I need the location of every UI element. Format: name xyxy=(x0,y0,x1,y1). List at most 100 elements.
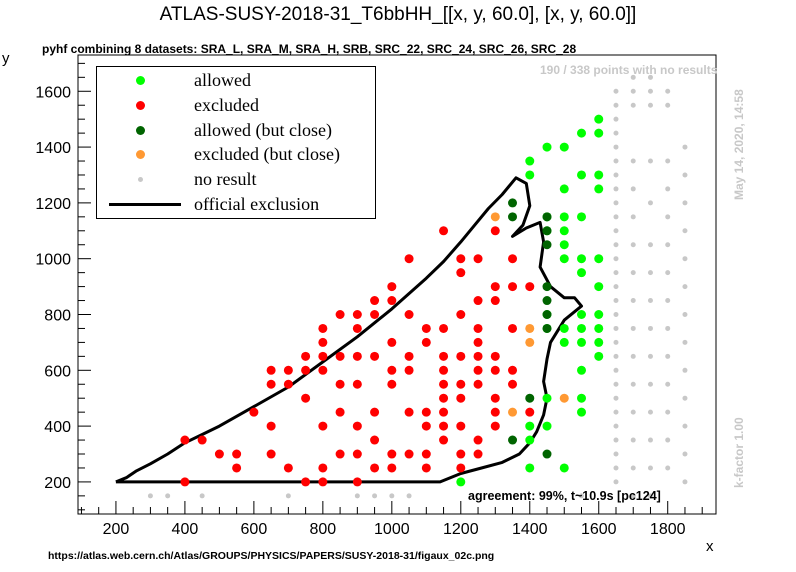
no-result-point xyxy=(372,493,378,499)
allowed-close-point xyxy=(542,449,552,459)
excluded-point xyxy=(421,337,431,347)
excluded-point xyxy=(352,351,362,361)
no-result-point xyxy=(682,367,688,373)
y-tick-label: 1200 xyxy=(35,196,71,213)
excluded-point xyxy=(214,449,224,459)
excluded-point xyxy=(473,365,483,375)
excluded-point xyxy=(232,463,242,473)
no-result-point xyxy=(613,116,619,122)
excluded-point xyxy=(439,407,449,417)
excluded-point xyxy=(301,351,311,361)
excluded-point xyxy=(456,309,466,319)
legend-item-excluded: excluded xyxy=(97,93,375,118)
no-result-point xyxy=(665,102,671,108)
excluded-point xyxy=(249,407,259,417)
excluded-point xyxy=(421,323,431,333)
excluded-point xyxy=(456,254,466,264)
allowed-point xyxy=(594,114,604,124)
allowed-point xyxy=(577,393,587,403)
excluded-point xyxy=(456,351,466,361)
official-exclusion-layer xyxy=(115,176,583,484)
excluded-point xyxy=(335,351,345,361)
excluded-close-point xyxy=(525,337,535,347)
allowed-point xyxy=(594,184,604,194)
no-result-point xyxy=(354,493,360,499)
no-result-point xyxy=(630,186,636,192)
allowed-point xyxy=(577,128,587,138)
excluded-point xyxy=(352,449,362,459)
excluded-point xyxy=(439,421,449,431)
allowed-point xyxy=(559,184,569,194)
excluded-point xyxy=(370,351,380,361)
no-result-point xyxy=(682,256,688,262)
excluded-point xyxy=(490,351,500,361)
no-result-point xyxy=(630,325,636,331)
excluded-point xyxy=(335,407,345,417)
allowed-point xyxy=(525,170,535,180)
no-result-count: 190 / 338 points with no results xyxy=(540,63,718,77)
no-result-point xyxy=(613,339,619,345)
official-exclusion-curve xyxy=(115,176,583,484)
no-result-point xyxy=(613,353,619,359)
no-result-point xyxy=(613,88,619,94)
no-result-point xyxy=(647,158,653,164)
allowed-point xyxy=(525,463,535,473)
excluded-point xyxy=(180,435,190,445)
excluded-point xyxy=(387,449,397,459)
excluded-point xyxy=(301,365,311,375)
no-result-point xyxy=(613,228,619,234)
x-tick-label: 1800 xyxy=(650,521,686,538)
allowed-point xyxy=(525,421,535,431)
no-result-point xyxy=(613,284,619,290)
allowed-point xyxy=(542,421,552,431)
excluded-point xyxy=(473,351,483,361)
no-result-point xyxy=(682,479,688,485)
allowed-point xyxy=(577,323,587,333)
allowed-point xyxy=(559,323,569,333)
no-result-point xyxy=(613,102,619,108)
allowed-point xyxy=(542,393,552,403)
allowed-close-point xyxy=(542,240,552,250)
no-result-point xyxy=(682,144,688,150)
excluded-point xyxy=(387,296,397,306)
no-result-point xyxy=(613,172,619,178)
no-result-point xyxy=(630,298,636,304)
allowed-point xyxy=(559,212,569,222)
excluded-point xyxy=(508,282,518,292)
no-result-point xyxy=(613,242,619,248)
allowed-point xyxy=(594,323,604,333)
no-result-point xyxy=(665,186,671,192)
plot-axes: 200 400 600 800 1000 1200 1400 1600 1800 200 400 60… xyxy=(35,54,717,538)
no-result-point xyxy=(613,144,619,150)
excluded-marker xyxy=(136,101,145,110)
excluded-point xyxy=(301,393,311,403)
legend-item-excluded-close: excluded (but close) xyxy=(97,142,375,167)
excluded-point xyxy=(439,365,449,375)
allowed-point xyxy=(594,309,604,319)
allowed-point xyxy=(577,212,587,222)
allowed-point xyxy=(542,142,552,152)
no-result-point xyxy=(613,395,619,401)
x-tick-label: 1400 xyxy=(512,521,548,538)
no-result-point xyxy=(682,423,688,429)
no-result-point xyxy=(647,381,653,387)
excluded-point xyxy=(370,407,380,417)
legend-item-official-exclusion: official exclusion xyxy=(97,192,375,217)
x-tick-label: 1200 xyxy=(443,521,479,538)
allowed-marker xyxy=(136,76,145,85)
excluded-point xyxy=(473,435,483,445)
date-stamp: May 14, 2020, 14:58 xyxy=(732,89,746,200)
no-result-point xyxy=(165,493,171,499)
allowed-point xyxy=(577,309,587,319)
y-tick-label: 400 xyxy=(44,419,71,436)
allowed-point xyxy=(577,170,587,180)
no-result-point xyxy=(665,298,671,304)
no-result-point xyxy=(682,311,688,317)
excluded-point xyxy=(318,421,328,431)
no-result-point xyxy=(406,493,412,499)
chart-subtitle: pyhf combining 8 datasets: SRA_L, SRA_M,… xyxy=(42,42,577,56)
allowed-close-point xyxy=(542,212,552,222)
no-result-point xyxy=(682,284,688,290)
allowed-point xyxy=(594,254,604,264)
